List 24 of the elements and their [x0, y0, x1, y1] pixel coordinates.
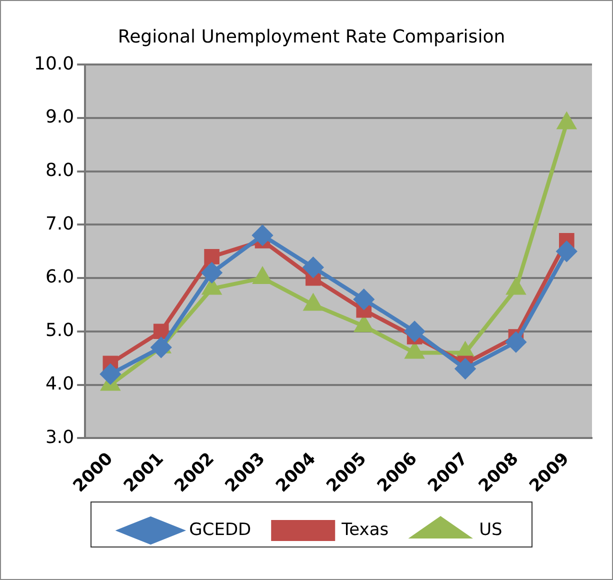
- y-tick-label: 6.0: [45, 266, 74, 288]
- y-tick-label: 8.0: [45, 160, 74, 181]
- point: [100, 364, 120, 384]
- point: [202, 262, 222, 283]
- legend-label: GCEDD: [189, 520, 252, 540]
- point: [204, 249, 220, 264]
- point: [455, 358, 476, 379]
- y-tick-label: 3.0: [45, 426, 74, 448]
- point: [151, 337, 172, 358]
- y-tick-label: 4.0: [45, 373, 74, 394]
- y-tick-label: 5.0: [45, 320, 74, 342]
- y-tick-label: 7.0: [45, 213, 74, 234]
- point: [252, 225, 272, 246]
- point: [153, 324, 169, 340]
- chart-title: Regional Unemployment Rate Comparision: [118, 26, 506, 48]
- legend-label: Texas: [340, 520, 389, 540]
- point: [556, 241, 577, 262]
- point: [354, 289, 374, 310]
- legend-label: US: [479, 520, 502, 540]
- point: [506, 332, 526, 352]
- point: [303, 257, 324, 278]
- y-tick-label: 10.0: [34, 53, 74, 74]
- y-tick-label: 9.0: [45, 106, 74, 128]
- point: [404, 321, 425, 342]
